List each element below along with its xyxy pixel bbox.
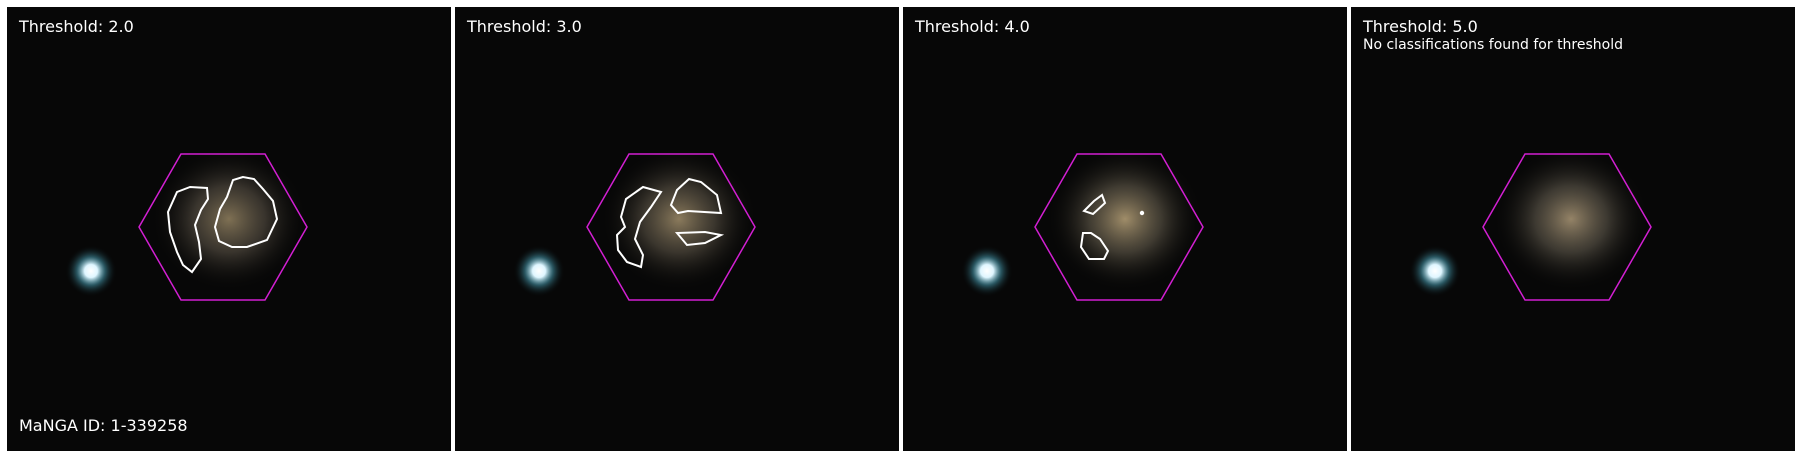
panel-threshold-4: Threshold: 4.0 — [903, 7, 1347, 451]
galaxy-glow-icon — [599, 145, 759, 293]
manga-id-label: MaNGA ID: 1-339258 — [19, 416, 188, 435]
classification-contour-icon — [1082, 193, 1107, 216]
star-glow-icon — [513, 245, 565, 297]
ifu-hexagon-icon — [1034, 153, 1204, 301]
galaxy-image — [7, 7, 451, 451]
classification-contour-icon — [669, 177, 723, 215]
star-glow-icon — [65, 245, 117, 297]
no-classifications-note: No classifications found for threshold — [1363, 37, 1623, 53]
ifu-hexagon-icon — [586, 153, 756, 301]
classification-contour-icon — [674, 230, 725, 247]
threshold-label: Threshold: 2.0 — [19, 17, 134, 36]
classification-contour-icon — [166, 185, 210, 274]
galaxy-image — [1351, 7, 1795, 451]
star-glow-icon — [1409, 245, 1461, 297]
ifu-hexagon-icon — [138, 153, 308, 301]
classification-contour-icon — [615, 185, 663, 269]
galaxy-glow-icon — [149, 145, 309, 293]
star-glow-icon — [961, 245, 1013, 297]
ifu-hexagon-icon — [1482, 153, 1652, 301]
panel-threshold-3: Threshold: 3.0 — [455, 7, 899, 451]
classification-contour-icon — [1079, 232, 1110, 260]
galaxy-image — [903, 7, 1347, 451]
threshold-label: Threshold: 5.0 — [1363, 17, 1478, 36]
classification-contour-icon — [213, 175, 279, 248]
threshold-label: Threshold: 4.0 — [915, 17, 1030, 36]
panel-threshold-5: Threshold: 5.0 No classifications found … — [1351, 7, 1795, 451]
classification-contour-icon — [1139, 210, 1145, 216]
galaxy-glow-icon — [1045, 145, 1205, 293]
galaxy-image — [455, 7, 899, 451]
threshold-label: Threshold: 3.0 — [467, 17, 582, 36]
panel-threshold-2: Threshold: 2.0 MaNGA ID: 1-339258 — [7, 7, 451, 451]
galaxy-glow-icon — [1491, 145, 1651, 293]
